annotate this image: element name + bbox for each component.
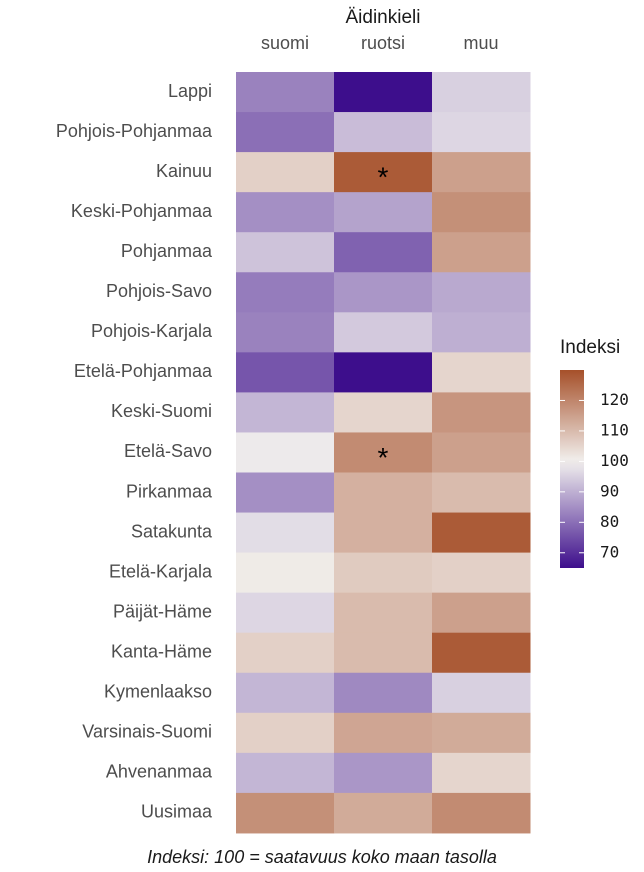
cell — [236, 72, 335, 113]
cell — [236, 232, 335, 273]
row-label: Pohjois-Savo — [106, 281, 212, 301]
cell — [432, 752, 531, 794]
row-label: Varsinais-Suomi — [82, 722, 212, 742]
cell — [334, 152, 433, 193]
row-label: Uusimaa — [141, 802, 213, 822]
row-label: Etelä-Pohjanmaa — [74, 361, 213, 381]
cell — [334, 792, 433, 834]
cell — [432, 632, 531, 674]
cell — [334, 192, 433, 233]
cell — [432, 312, 531, 353]
cell — [236, 192, 335, 233]
cell — [334, 552, 433, 594]
row-label: Keski-Suomi — [111, 401, 212, 421]
cell — [236, 512, 335, 554]
row-label: Keski-Pohjanmaa — [71, 201, 213, 221]
row-label: Etelä-Savo — [124, 441, 212, 461]
row-label: Etelä-Karjala — [109, 561, 213, 581]
row-label: Kymenlaakso — [104, 682, 212, 702]
row-label: Ahvenanmaa — [106, 762, 213, 782]
cell-label: * — [378, 162, 389, 193]
colorbar-tick-label: 120 — [600, 390, 629, 409]
cell — [236, 432, 335, 473]
cell — [236, 792, 335, 834]
cell — [432, 592, 531, 634]
caption: Indeksi: 100 = saatavuus koko maan tasol… — [147, 847, 497, 867]
row-label: Satakunta — [131, 521, 213, 541]
cell — [432, 272, 531, 313]
cell — [432, 352, 531, 393]
cell — [334, 432, 433, 473]
colorbar-tick-label: 80 — [600, 512, 619, 531]
row-label: Kanta-Häme — [111, 641, 212, 661]
cell — [334, 672, 433, 714]
cell — [432, 472, 531, 514]
colorbar-tick-label: 70 — [600, 542, 619, 561]
cell — [432, 432, 531, 473]
cell — [236, 752, 335, 794]
colorbar-tick-label: 90 — [600, 481, 619, 500]
cell — [334, 512, 433, 554]
colorbar-tick-label: 110 — [600, 420, 629, 439]
row-label: Pohjois-Karjala — [91, 321, 213, 341]
cell — [432, 152, 531, 193]
colorbar — [560, 370, 584, 568]
cell — [236, 152, 335, 193]
cell — [236, 112, 335, 153]
cell — [334, 352, 433, 393]
cell — [432, 672, 531, 714]
row-label: Päijät-Häme — [113, 601, 212, 621]
cell — [432, 712, 531, 754]
cell — [432, 792, 531, 834]
cell — [236, 272, 335, 313]
row-label: Kainuu — [156, 161, 212, 181]
cell — [334, 752, 433, 794]
cell — [334, 632, 433, 674]
cell — [432, 552, 531, 594]
cell — [432, 392, 531, 433]
row-label: Pohjois-Pohjanmaa — [56, 121, 213, 141]
cell — [334, 472, 433, 514]
cell — [432, 192, 531, 233]
cell — [432, 72, 531, 113]
cell — [236, 312, 335, 353]
legend-title: Indeksi — [560, 337, 620, 358]
cell-label: * — [378, 442, 389, 473]
column-label: suomi — [261, 33, 309, 53]
column-label: ruotsi — [361, 33, 405, 53]
row-label: Pohjanmaa — [121, 241, 213, 261]
cell — [334, 712, 433, 754]
cell — [236, 712, 335, 754]
cell — [432, 112, 531, 153]
cell — [236, 632, 335, 674]
cell — [236, 552, 335, 594]
cell — [334, 312, 433, 353]
column-label: muu — [463, 33, 498, 53]
cell — [236, 672, 335, 714]
cell — [334, 592, 433, 634]
cell — [236, 472, 335, 514]
colorbar-tick-label: 100 — [600, 451, 629, 470]
cell — [432, 232, 531, 273]
cell — [236, 392, 335, 433]
cell — [236, 592, 335, 634]
row-label: Lappi — [168, 81, 212, 101]
cell — [334, 272, 433, 313]
cell — [334, 392, 433, 433]
x-title: Äidinkieli — [346, 7, 421, 28]
cell — [334, 72, 433, 113]
cell — [236, 352, 335, 393]
cell — [432, 512, 531, 554]
row-label: Pirkanmaa — [126, 481, 213, 501]
cell — [334, 112, 433, 153]
cell — [334, 232, 433, 273]
